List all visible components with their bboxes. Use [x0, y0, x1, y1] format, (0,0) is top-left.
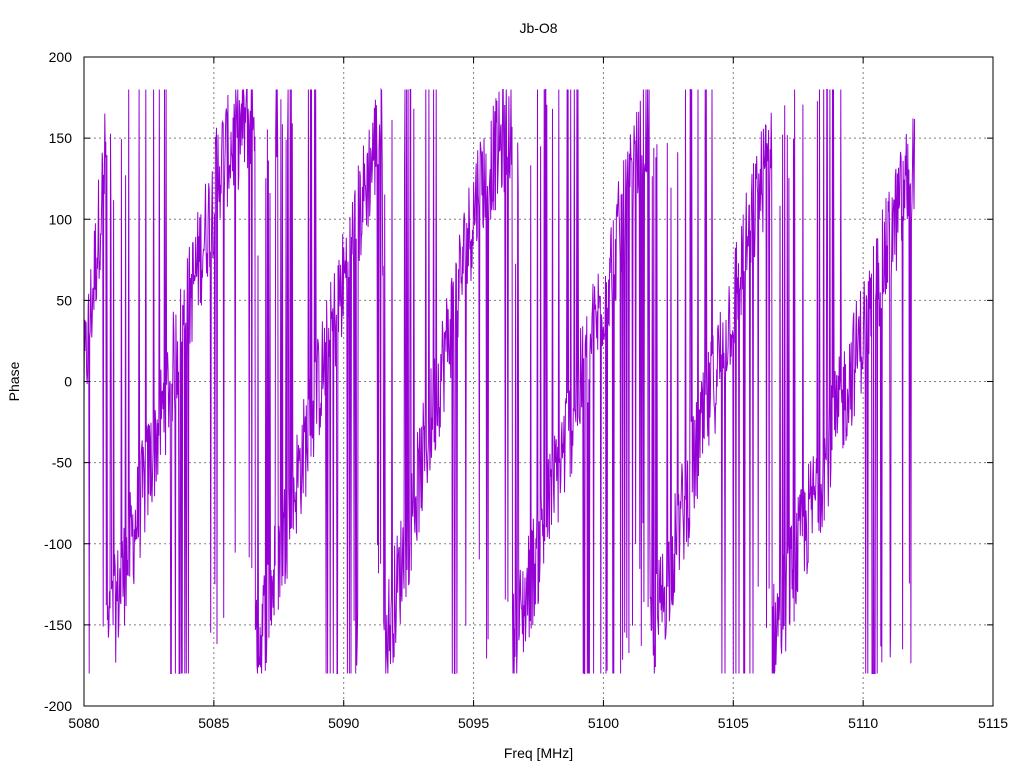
grid — [84, 57, 993, 706]
x-tick-label: 5110 — [848, 715, 878, 731]
y-tick-label: 100 — [49, 211, 73, 227]
x-tick-label: 5115 — [978, 715, 1008, 731]
y-tick-label: 200 — [49, 49, 73, 65]
series-layer — [83, 87, 916, 674]
x-tick-label: 5080 — [68, 715, 99, 731]
x-tick-label: 5100 — [588, 715, 619, 731]
x-tick-label: 5090 — [328, 715, 359, 731]
chart-title: Jb-O8 — [519, 20, 557, 36]
y-axis-title: Phase — [6, 361, 22, 401]
y-tick-label: -100 — [44, 536, 72, 552]
x-tick-label: 5105 — [718, 715, 749, 731]
y-tick-label: -150 — [44, 617, 72, 633]
y-tick-label: 0 — [64, 374, 72, 390]
y-tick-label: -200 — [44, 698, 72, 714]
tick-layer: 5080 5085 5090 5095 5100 5105 5110 5115 -200 -150… — [44, 49, 1008, 731]
x-axis-title: Freq [MHz] — [504, 745, 573, 761]
y-tick-label: 50 — [56, 292, 72, 308]
phase-series-line — [83, 87, 916, 674]
y-tick-label: 150 — [49, 130, 73, 146]
y-tick-label: -50 — [52, 455, 72, 471]
x-tick-label: 5085 — [198, 715, 229, 731]
x-tick-label: 5095 — [458, 715, 489, 731]
